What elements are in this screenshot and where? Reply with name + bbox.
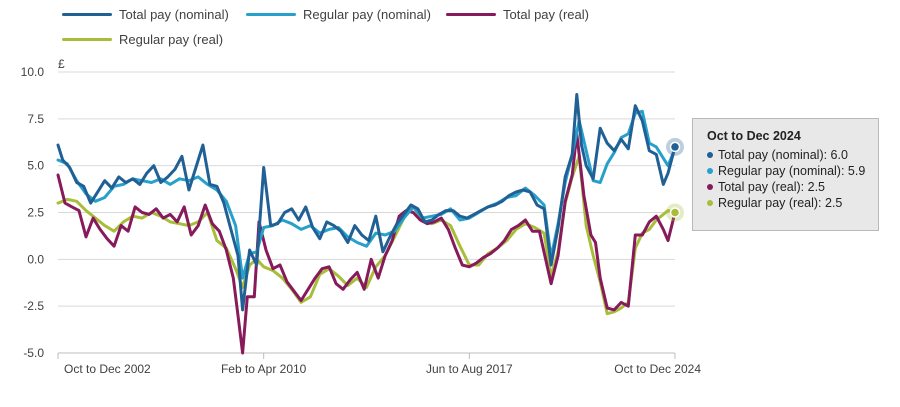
legend-label: Regular pay (nominal): [303, 7, 431, 22]
legend-item-total-pay-real[interactable]: Total pay (real): [446, 7, 589, 22]
series-dot-icon: [707, 200, 713, 206]
legend-swatch: [246, 13, 296, 16]
x-tick-label: Oct to Dec 2024: [614, 362, 701, 376]
x-tick-label: Oct to Dec 2002: [64, 362, 151, 376]
legend-item-regular-pay-real[interactable]: Regular pay (real): [62, 32, 223, 47]
y-tick-label: 7.5: [27, 112, 44, 126]
tooltip-row: Regular pay (nominal): 5.9: [707, 163, 866, 179]
y-tick-label: 2.5: [27, 206, 44, 220]
x-tick-label: Jun to Aug 2017: [426, 362, 513, 376]
y-tick-label: 10.0: [21, 65, 45, 79]
legend-item-regular-pay-nominal[interactable]: Regular pay (nominal): [246, 7, 431, 22]
y-tick-label: 0.0: [27, 252, 44, 266]
tooltip-row-label: Regular pay (nominal): 5.9: [718, 164, 866, 178]
legend: Total pay (nominal) Regular pay (nominal…: [0, 0, 900, 60]
tooltip: Oct to Dec 2024 Total pay (nominal): 6.0…: [692, 118, 879, 231]
y-tick-label: -5.0: [23, 346, 44, 360]
series-lines: [56, 93, 677, 355]
tooltip-row-label: Regular pay (real): 2.5: [718, 196, 843, 210]
tooltip-row: Total pay (nominal): 6.0: [707, 147, 866, 163]
tooltip-row-label: Total pay (nominal): 6.0: [718, 148, 848, 162]
legend-swatch: [62, 13, 112, 16]
legend-item-total-pay-nominal[interactable]: Total pay (nominal): [62, 7, 229, 22]
legend-label: Total pay (nominal): [119, 7, 229, 22]
series-dot-icon: [707, 152, 713, 158]
series-dot-icon: [707, 184, 713, 190]
hover-markers[interactable]: [666, 137, 684, 222]
x-tick-label: Feb to Apr 2010: [221, 362, 307, 376]
hover-marker-nominal[interactable]: [666, 137, 684, 156]
legend-swatch: [446, 13, 496, 16]
tooltip-title: Oct to Dec 2024: [707, 129, 801, 143]
series-line-total-pay-real: [56, 132, 677, 355]
legend-swatch: [62, 38, 112, 41]
y-tick-label: 5.0: [27, 159, 44, 173]
series-line-regular-pay-nominal: [56, 109, 677, 280]
hover-marker-real[interactable]: [666, 203, 684, 222]
y-tick-label: -2.5: [23, 299, 44, 313]
y-axis-unit-label: £: [58, 57, 65, 71]
series-line-total-pay-nominal: [56, 93, 677, 312]
series-dot-icon: [707, 168, 713, 174]
legend-label: Regular pay (real): [119, 32, 224, 47]
x-axis: Oct to Dec 2002 Feb to Apr 2010 Jun to Aug…: [57, 353, 701, 376]
y-axis: 10.0 7.5 5.0 2.5 0.0 -2.5 -5.0: [21, 65, 45, 360]
tooltip-row: Regular pay (real): 2.5: [707, 195, 866, 211]
tooltip-row: Total pay (real): 2.5: [707, 179, 866, 195]
tooltip-row-label: Total pay (real): 2.5: [718, 180, 825, 194]
legend-label: Total pay (real): [503, 7, 589, 22]
